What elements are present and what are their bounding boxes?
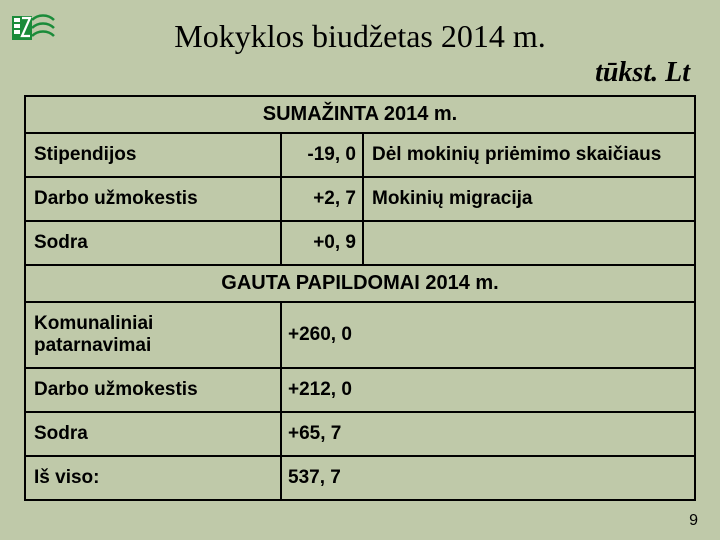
row-label: Komunaliniai patarnavimai <box>25 302 281 368</box>
table-row: Komunaliniai patarnavimai +260, 0 <box>25 302 695 368</box>
row-value: 537, 7 <box>281 456 695 500</box>
table-row: Sodra +65, 7 <box>25 412 695 456</box>
row-value: -19, 0 <box>281 133 363 177</box>
budget-table-container: SUMAŽINTA 2014 m. Stipendijos -19, 0 Dėl… <box>24 95 696 501</box>
row-value: +212, 0 <box>281 368 695 412</box>
row-reason: Mokinių migracija <box>363 177 695 221</box>
budget-table: SUMAŽINTA 2014 m. Stipendijos -19, 0 Dėl… <box>24 95 696 501</box>
section2-header-row: GAUTA PAPILDOMAI 2014 m. <box>25 265 695 302</box>
units-subtitle: tūkst. Lt <box>0 57 720 89</box>
page-title: Mokyklos biudžetas 2014 m. <box>0 0 720 55</box>
row-label: Darbo užmokestis <box>25 177 281 221</box>
section1-header-row: SUMAŽINTA 2014 m. <box>25 96 695 133</box>
row-reason: Dėl mokinių priėmimo skaičiaus <box>363 133 695 177</box>
row-label: Iš viso: <box>25 456 281 500</box>
page-number: 9 <box>689 512 698 530</box>
row-reason <box>363 221 695 265</box>
row-label: Darbo užmokestis <box>25 368 281 412</box>
row-value: +65, 7 <box>281 412 695 456</box>
section1-header: SUMAŽINTA 2014 m. <box>25 96 695 133</box>
table-row: Darbo užmokestis +2, 7 Mokinių migracija <box>25 177 695 221</box>
row-value: +2, 7 <box>281 177 363 221</box>
zum-logo <box>12 10 56 46</box>
table-row: Darbo užmokestis +212, 0 <box>25 368 695 412</box>
row-label: Sodra <box>25 412 281 456</box>
table-row: Sodra +0, 9 <box>25 221 695 265</box>
row-label: Stipendijos <box>25 133 281 177</box>
row-value: +260, 0 <box>281 302 695 368</box>
row-label: Sodra <box>25 221 281 265</box>
table-row: Stipendijos -19, 0 Dėl mokinių priėmimo … <box>25 133 695 177</box>
row-value: +0, 9 <box>281 221 363 265</box>
table-row-total: Iš viso: 537, 7 <box>25 456 695 500</box>
section2-header: GAUTA PAPILDOMAI 2014 m. <box>25 265 695 302</box>
